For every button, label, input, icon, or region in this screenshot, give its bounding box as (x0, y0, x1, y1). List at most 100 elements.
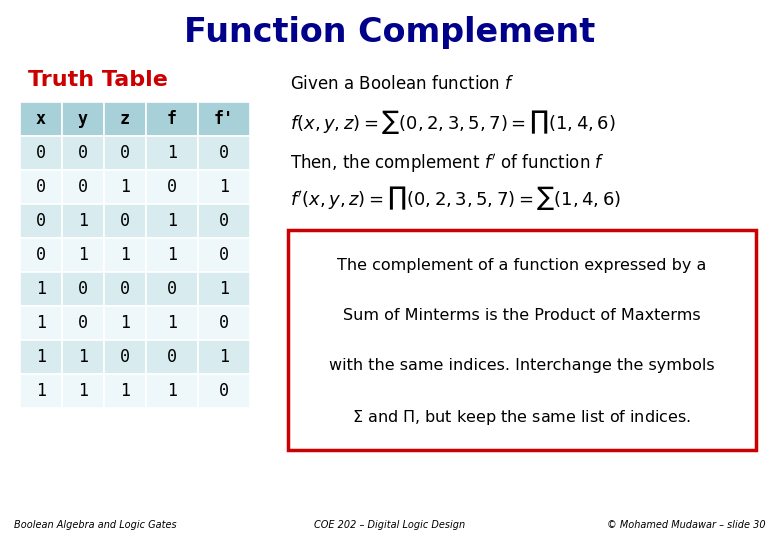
Bar (146, 306, 198, 340)
Text: 0: 0 (219, 246, 229, 264)
Bar (146, 374, 198, 408)
Text: y: y (78, 110, 88, 128)
Text: Given a Boolean function $f$: Given a Boolean function $f$ (290, 75, 515, 93)
Text: with the same indices. Interchange the symbols: with the same indices. Interchange the s… (329, 358, 714, 373)
Text: © Mohamed Mudawar – slide 30: © Mohamed Mudawar – slide 30 (608, 520, 766, 530)
Bar (146, 340, 198, 374)
Text: 1: 1 (78, 348, 88, 366)
Text: $f(x, y, z) = \sum(0, 2, 3, 5, 7) = \prod(1, 4, 6)$: $f(x, y, z) = \sum(0, 2, 3, 5, 7) = \pro… (290, 108, 615, 136)
Bar (20, 238, 62, 272)
Bar (62, 170, 104, 204)
Text: f': f' (214, 110, 234, 128)
Bar (104, 136, 146, 170)
Bar (62, 102, 104, 136)
Text: 0: 0 (219, 314, 229, 332)
Text: 1: 1 (167, 144, 177, 162)
Bar (198, 306, 250, 340)
Text: f: f (167, 110, 177, 128)
Text: 1: 1 (167, 246, 177, 264)
Bar (146, 170, 198, 204)
Text: 1: 1 (167, 212, 177, 230)
Text: 0: 0 (120, 348, 130, 366)
Text: The complement of a function expressed by a: The complement of a function expressed b… (337, 258, 707, 273)
Text: 0: 0 (78, 314, 88, 332)
Bar (62, 204, 104, 238)
FancyBboxPatch shape (288, 230, 756, 450)
Text: 0: 0 (120, 144, 130, 162)
Text: Function Complement: Function Complement (184, 16, 596, 49)
Bar (146, 136, 198, 170)
Text: 0: 0 (36, 178, 46, 196)
Text: 1: 1 (120, 382, 130, 400)
Bar (198, 340, 250, 374)
Text: 0: 0 (78, 280, 88, 298)
Text: 1: 1 (36, 280, 46, 298)
Text: 0: 0 (78, 144, 88, 162)
Bar (20, 306, 62, 340)
Bar (62, 340, 104, 374)
Bar (20, 204, 62, 238)
Bar (146, 204, 198, 238)
Text: 0: 0 (167, 178, 177, 196)
Bar (62, 238, 104, 272)
Bar (146, 102, 198, 136)
Text: 1: 1 (36, 348, 46, 366)
Bar (104, 340, 146, 374)
Text: Truth Table: Truth Table (28, 70, 168, 90)
Text: 1: 1 (120, 178, 130, 196)
Bar (62, 272, 104, 306)
Text: Boolean Algebra and Logic Gates: Boolean Algebra and Logic Gates (14, 520, 176, 530)
Bar (104, 102, 146, 136)
Bar (62, 374, 104, 408)
Text: Sum of Minterms is the Product of Maxterms: Sum of Minterms is the Product of Maxter… (343, 308, 700, 323)
Text: 1: 1 (219, 280, 229, 298)
Text: 0: 0 (120, 212, 130, 230)
Bar (198, 374, 250, 408)
Text: 1: 1 (219, 348, 229, 366)
Bar (104, 170, 146, 204)
Text: 1: 1 (78, 246, 88, 264)
Bar (198, 102, 250, 136)
Text: 1: 1 (78, 212, 88, 230)
Text: 1: 1 (120, 246, 130, 264)
Bar (104, 306, 146, 340)
Text: $\Sigma$ and $\Pi$, but keep the same list of indices.: $\Sigma$ and $\Pi$, but keep the same li… (353, 408, 692, 427)
Bar (104, 272, 146, 306)
Text: 0: 0 (167, 348, 177, 366)
Bar (104, 374, 146, 408)
Text: COE 202 – Digital Logic Design: COE 202 – Digital Logic Design (314, 520, 466, 530)
Text: 0: 0 (219, 382, 229, 400)
Bar (20, 136, 62, 170)
Text: 0: 0 (120, 280, 130, 298)
Text: 0: 0 (36, 212, 46, 230)
Bar (20, 102, 62, 136)
Text: x: x (36, 110, 46, 128)
Text: 1: 1 (167, 314, 177, 332)
Text: Then, the complement $f'$ of function $f$: Then, the complement $f'$ of function $f… (290, 152, 605, 175)
Bar (104, 204, 146, 238)
Bar (198, 136, 250, 170)
Bar (20, 170, 62, 204)
Bar (20, 272, 62, 306)
Text: 0: 0 (219, 144, 229, 162)
Text: 0: 0 (36, 246, 46, 264)
Bar (198, 204, 250, 238)
Text: 0: 0 (167, 280, 177, 298)
Bar (62, 136, 104, 170)
Text: 1: 1 (78, 382, 88, 400)
Text: 0: 0 (36, 144, 46, 162)
Text: 0: 0 (219, 212, 229, 230)
Text: 1: 1 (120, 314, 130, 332)
Bar (20, 340, 62, 374)
Text: 1: 1 (36, 382, 46, 400)
Bar (198, 170, 250, 204)
Text: 1: 1 (36, 314, 46, 332)
Bar (20, 374, 62, 408)
Bar (104, 238, 146, 272)
Text: $f'(x, y, z) = \prod(0, 2, 3, 5, 7) = \sum(1, 4, 6)$: $f'(x, y, z) = \prod(0, 2, 3, 5, 7) = \s… (290, 184, 621, 212)
Bar (146, 238, 198, 272)
Text: 1: 1 (167, 382, 177, 400)
Text: 1: 1 (219, 178, 229, 196)
Bar (146, 272, 198, 306)
Text: z: z (120, 110, 130, 128)
